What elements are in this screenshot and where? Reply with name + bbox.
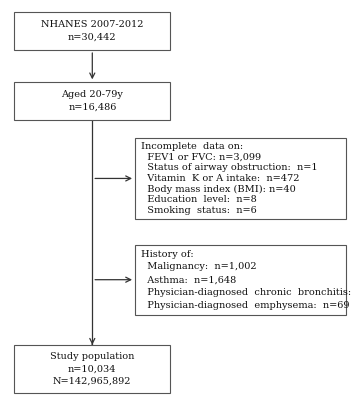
Text: n=16,486: n=16,486 <box>68 103 116 112</box>
Text: Asthma:  n=1,648: Asthma: n=1,648 <box>141 275 236 284</box>
Text: Smoking  status:  n=6: Smoking status: n=6 <box>141 206 257 215</box>
Text: n=30,442: n=30,442 <box>68 33 116 42</box>
Text: Aged 20-79y: Aged 20-79y <box>61 90 123 99</box>
Text: Incomplete  data on:: Incomplete data on: <box>141 142 244 151</box>
FancyBboxPatch shape <box>135 138 346 219</box>
FancyBboxPatch shape <box>14 345 170 393</box>
Text: Physician-diagnosed  chronic  bronchitis:  n=107: Physician-diagnosed chronic bronchitis: … <box>141 288 355 297</box>
Text: History of:: History of: <box>141 250 194 259</box>
Text: Physician-diagnosed  emphysema:  n=69: Physician-diagnosed emphysema: n=69 <box>141 301 350 310</box>
FancyBboxPatch shape <box>14 12 170 50</box>
Text: Vitamin  K or A intake:  n=472: Vitamin K or A intake: n=472 <box>141 174 300 183</box>
Text: Education  level:  n=8: Education level: n=8 <box>141 195 257 205</box>
Text: NHANES 2007-2012: NHANES 2007-2012 <box>41 20 143 29</box>
Text: FEV1 or FVC: n=3,099: FEV1 or FVC: n=3,099 <box>141 152 261 162</box>
Text: N=142,965,892: N=142,965,892 <box>53 377 132 385</box>
Text: Study population: Study population <box>50 352 135 361</box>
FancyBboxPatch shape <box>135 245 346 315</box>
FancyBboxPatch shape <box>14 82 170 120</box>
Text: Status of airway obstruction:  n=1: Status of airway obstruction: n=1 <box>141 163 318 172</box>
Text: n=10,034: n=10,034 <box>68 365 116 373</box>
Text: Body mass index (BMI): n=40: Body mass index (BMI): n=40 <box>141 184 296 194</box>
Text: Malignancy:  n=1,002: Malignancy: n=1,002 <box>141 262 257 271</box>
